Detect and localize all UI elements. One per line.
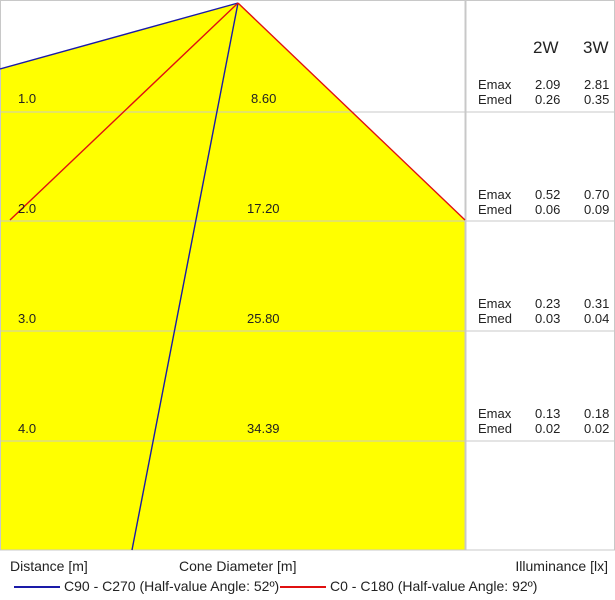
col-header-2w: 2W bbox=[533, 38, 559, 57]
emed-label: Emed bbox=[478, 92, 512, 107]
cone-diameter-axis-label: Cone Diameter [m] bbox=[179, 558, 297, 574]
distance-axis-label: Distance [m] bbox=[10, 558, 88, 574]
distance-label: 3.0 bbox=[18, 311, 36, 326]
c0-left-line bbox=[9, 2, 239, 221]
cone-diameter-label: 17.20 bbox=[247, 201, 280, 216]
emed-2w: 0.03 bbox=[535, 311, 560, 326]
col-header-3w: 3W bbox=[583, 38, 609, 57]
c0-right-line bbox=[237, 2, 466, 221]
emax-2w: 2.09 bbox=[535, 77, 560, 92]
emed-label: Emed bbox=[478, 202, 512, 217]
emed-2w: 0.02 bbox=[535, 421, 560, 436]
emax-label: Emax bbox=[478, 77, 512, 92]
emax-label: Emax bbox=[478, 187, 512, 202]
c90-left-line bbox=[0, 2, 239, 70]
emax-label: Emax bbox=[478, 296, 512, 311]
legend-c90-line-icon bbox=[14, 586, 60, 589]
legend-c0-line-icon bbox=[280, 586, 326, 589]
emed-label: Emed bbox=[478, 311, 512, 326]
emed-3w: 0.35 bbox=[584, 92, 609, 107]
distance-label: 4.0 bbox=[18, 421, 36, 436]
cone-fill bbox=[0, 3, 465, 550]
emed-3w: 0.02 bbox=[584, 421, 609, 436]
emed-3w: 0.04 bbox=[584, 311, 609, 326]
legend-c0-label: C0 - C180 (Half-value Angle: 92º) bbox=[330, 578, 538, 594]
emax-3w: 2.81 bbox=[584, 77, 609, 92]
emax-3w: 0.18 bbox=[584, 406, 609, 421]
cone-diameter-label: 25.80 bbox=[247, 311, 280, 326]
distance-label: 1.0 bbox=[18, 91, 36, 106]
emax-2w: 0.13 bbox=[535, 406, 560, 421]
emed-2w: 0.06 bbox=[535, 202, 560, 217]
legend-c90-label: C90 - C270 (Half-value Angle: 52º) bbox=[64, 578, 280, 594]
emax-2w: 0.52 bbox=[535, 187, 560, 202]
emax-2w: 0.23 bbox=[535, 296, 560, 311]
illuminance-axis-label: Illuminance [lx] bbox=[515, 558, 608, 574]
legend-c0: C0 - C180 (Half-value Angle: 92º) bbox=[280, 578, 537, 594]
emax-label: Emax bbox=[478, 406, 512, 421]
distance-label: 2.0 bbox=[18, 201, 36, 216]
cone-diameter-label: 8.60 bbox=[251, 91, 276, 106]
cone-diameter-label: 34.39 bbox=[247, 421, 280, 436]
emax-3w: 0.70 bbox=[584, 187, 609, 202]
emax-3w: 0.31 bbox=[584, 296, 609, 311]
legend-c90: C90 - C270 (Half-value Angle: 52º) bbox=[14, 578, 279, 594]
emed-label: Emed bbox=[478, 421, 512, 436]
emed-2w: 0.26 bbox=[535, 92, 560, 107]
emed-3w: 0.09 bbox=[584, 202, 609, 217]
c90-right-line bbox=[131, 2, 239, 551]
